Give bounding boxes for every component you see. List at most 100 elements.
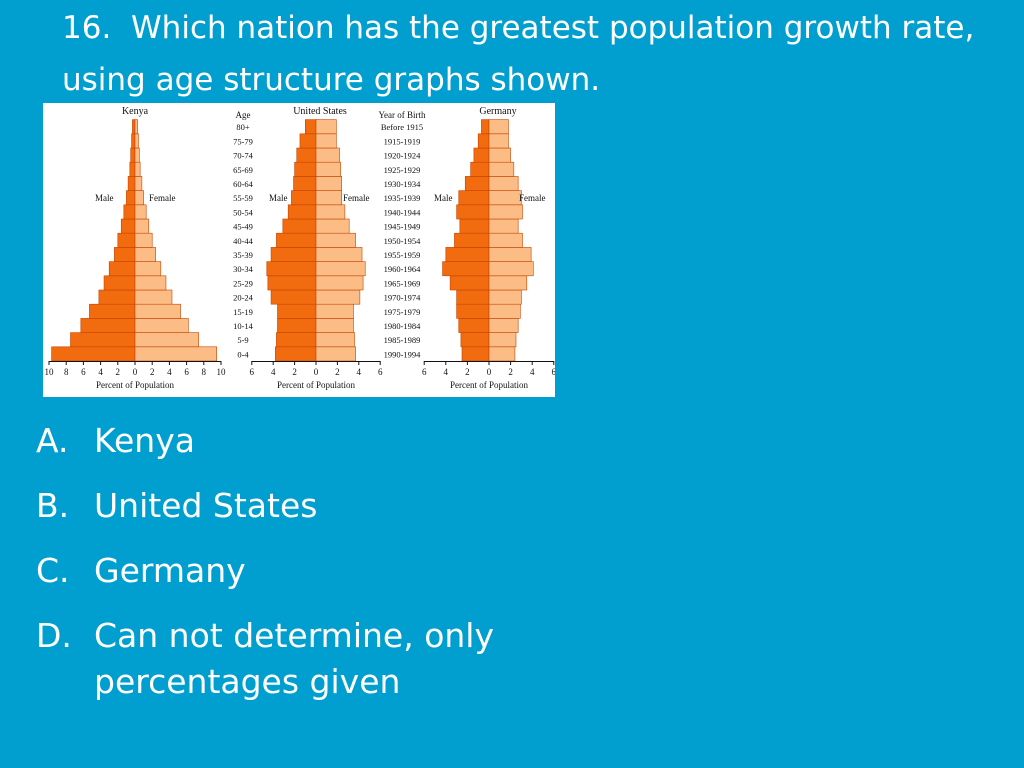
female-bar — [488, 275, 528, 291]
chart-title: United States — [293, 106, 347, 117]
male-bar — [117, 232, 136, 248]
category-label: Before 1915 — [381, 122, 423, 132]
male-bar — [270, 289, 317, 305]
answer-text: United States — [94, 486, 318, 525]
male-bar — [299, 133, 317, 149]
female-bar — [134, 147, 140, 163]
age-structure-figure: Kenya Male Female 10 8 6 4 2 0 2 4 6 8 10 Percent of P… — [43, 103, 555, 397]
x-tick-label: 0 — [133, 367, 138, 377]
x-tick-label: 4 — [444, 367, 449, 377]
category-label: 1915-1919 — [384, 136, 421, 146]
female-bar — [488, 318, 519, 333]
category-label: 1945-1949 — [384, 222, 421, 232]
category-label: 75-79 — [233, 136, 253, 146]
female-bar — [488, 303, 521, 319]
male-bar — [282, 218, 317, 234]
female-bar — [315, 247, 363, 262]
x-tick-label: 2 — [292, 367, 297, 377]
female-bar — [134, 119, 138, 135]
male-bar — [98, 289, 136, 305]
answer-option[interactable]: A. Kenya — [36, 418, 596, 464]
male-bar — [70, 332, 136, 348]
category-label: 1955-1959 — [384, 250, 421, 260]
age-structure-graphs: Kenya Male Female 10 8 6 4 2 0 2 4 6 8 10 Percent of P… — [45, 106, 556, 390]
female-bar — [134, 247, 156, 262]
category-label: 70-74 — [233, 151, 254, 161]
chart-title: Kenya — [122, 106, 149, 117]
female-bar — [134, 346, 217, 362]
female-bar — [134, 275, 167, 291]
female-bar — [315, 204, 346, 220]
female-bar — [315, 275, 364, 291]
female-bar — [315, 303, 354, 319]
category-label: 55-59 — [233, 193, 253, 203]
x-tick-label: 4 — [98, 367, 103, 377]
category-label: 1970-1974 — [384, 293, 422, 303]
male-bar — [276, 332, 317, 348]
male-bar — [294, 161, 317, 177]
answer-option[interactable]: D. Can not determine, only percentages g… — [36, 613, 596, 705]
category-label: 1975-1979 — [384, 307, 421, 317]
male-bar — [458, 190, 490, 206]
x-tick-label: 6 — [184, 367, 189, 377]
female-bar — [134, 190, 144, 206]
male-bar — [461, 346, 490, 362]
category-label: 1990-1994 — [384, 349, 422, 359]
male-bar — [120, 218, 136, 234]
series-label-male: Male — [269, 193, 288, 203]
category-label: 1925-1929 — [384, 165, 421, 175]
female-bar — [488, 261, 534, 277]
male-bar — [442, 261, 490, 277]
answer-text: Kenya — [94, 421, 195, 460]
x-tick-label: 6 — [250, 367, 255, 377]
answer-list: A. Kenya B. United States C. Germany D. … — [36, 418, 596, 724]
question: 16. Which nation has the greatest popula… — [62, 2, 982, 106]
female-bar — [315, 332, 355, 348]
male-bar — [276, 232, 317, 248]
male-bar — [130, 147, 136, 163]
x-tick-label: 2 — [465, 367, 470, 377]
male-bar — [459, 218, 490, 234]
category-label: 60-64 — [233, 179, 254, 189]
answer-option[interactable]: B. United States — [36, 483, 596, 529]
answer-letter: B. — [36, 486, 70, 525]
answer-option[interactable]: C. Germany — [36, 548, 596, 594]
answer-letter: C. — [36, 551, 70, 590]
male-bar — [454, 232, 490, 248]
male-bar — [114, 247, 136, 262]
female-bar — [134, 161, 141, 177]
category-label: 50-54 — [233, 207, 254, 217]
x-tick-label: 0 — [314, 367, 319, 377]
male-bar — [126, 190, 136, 206]
category-label: 10-14 — [233, 321, 254, 331]
male-bar — [267, 275, 317, 291]
female-bar — [488, 176, 519, 191]
category-label: 1920-1924 — [384, 151, 422, 161]
male-bar — [473, 147, 490, 163]
x-tick-label: 2 — [508, 367, 512, 377]
category-label: 35-39 — [233, 250, 253, 260]
male-bar — [108, 261, 136, 277]
male-bar — [293, 176, 317, 191]
female-bar — [488, 147, 511, 163]
female-bar — [134, 261, 162, 277]
category-label: 1965-1969 — [384, 278, 421, 288]
female-bar — [315, 133, 337, 149]
male-bar — [449, 275, 490, 291]
category-header: Year of Birth — [378, 110, 426, 120]
x-tick-label: 4 — [530, 367, 535, 377]
question-text: Which nation has the greatest population… — [62, 10, 975, 98]
x-tick-label: 4 — [271, 367, 276, 377]
series-label-male: Male — [95, 193, 114, 203]
female-bar — [134, 303, 181, 319]
answer-text: Germany — [94, 551, 246, 590]
male-bar — [456, 289, 490, 305]
x-tick-label: 8 — [202, 367, 207, 377]
female-bar — [134, 318, 189, 333]
female-bar — [315, 161, 341, 177]
female-bar — [315, 232, 356, 248]
female-bar — [488, 133, 509, 149]
female-bar — [134, 176, 143, 191]
x-tick-label: 6 — [552, 367, 555, 377]
category-label: 1935-1939 — [384, 193, 421, 203]
